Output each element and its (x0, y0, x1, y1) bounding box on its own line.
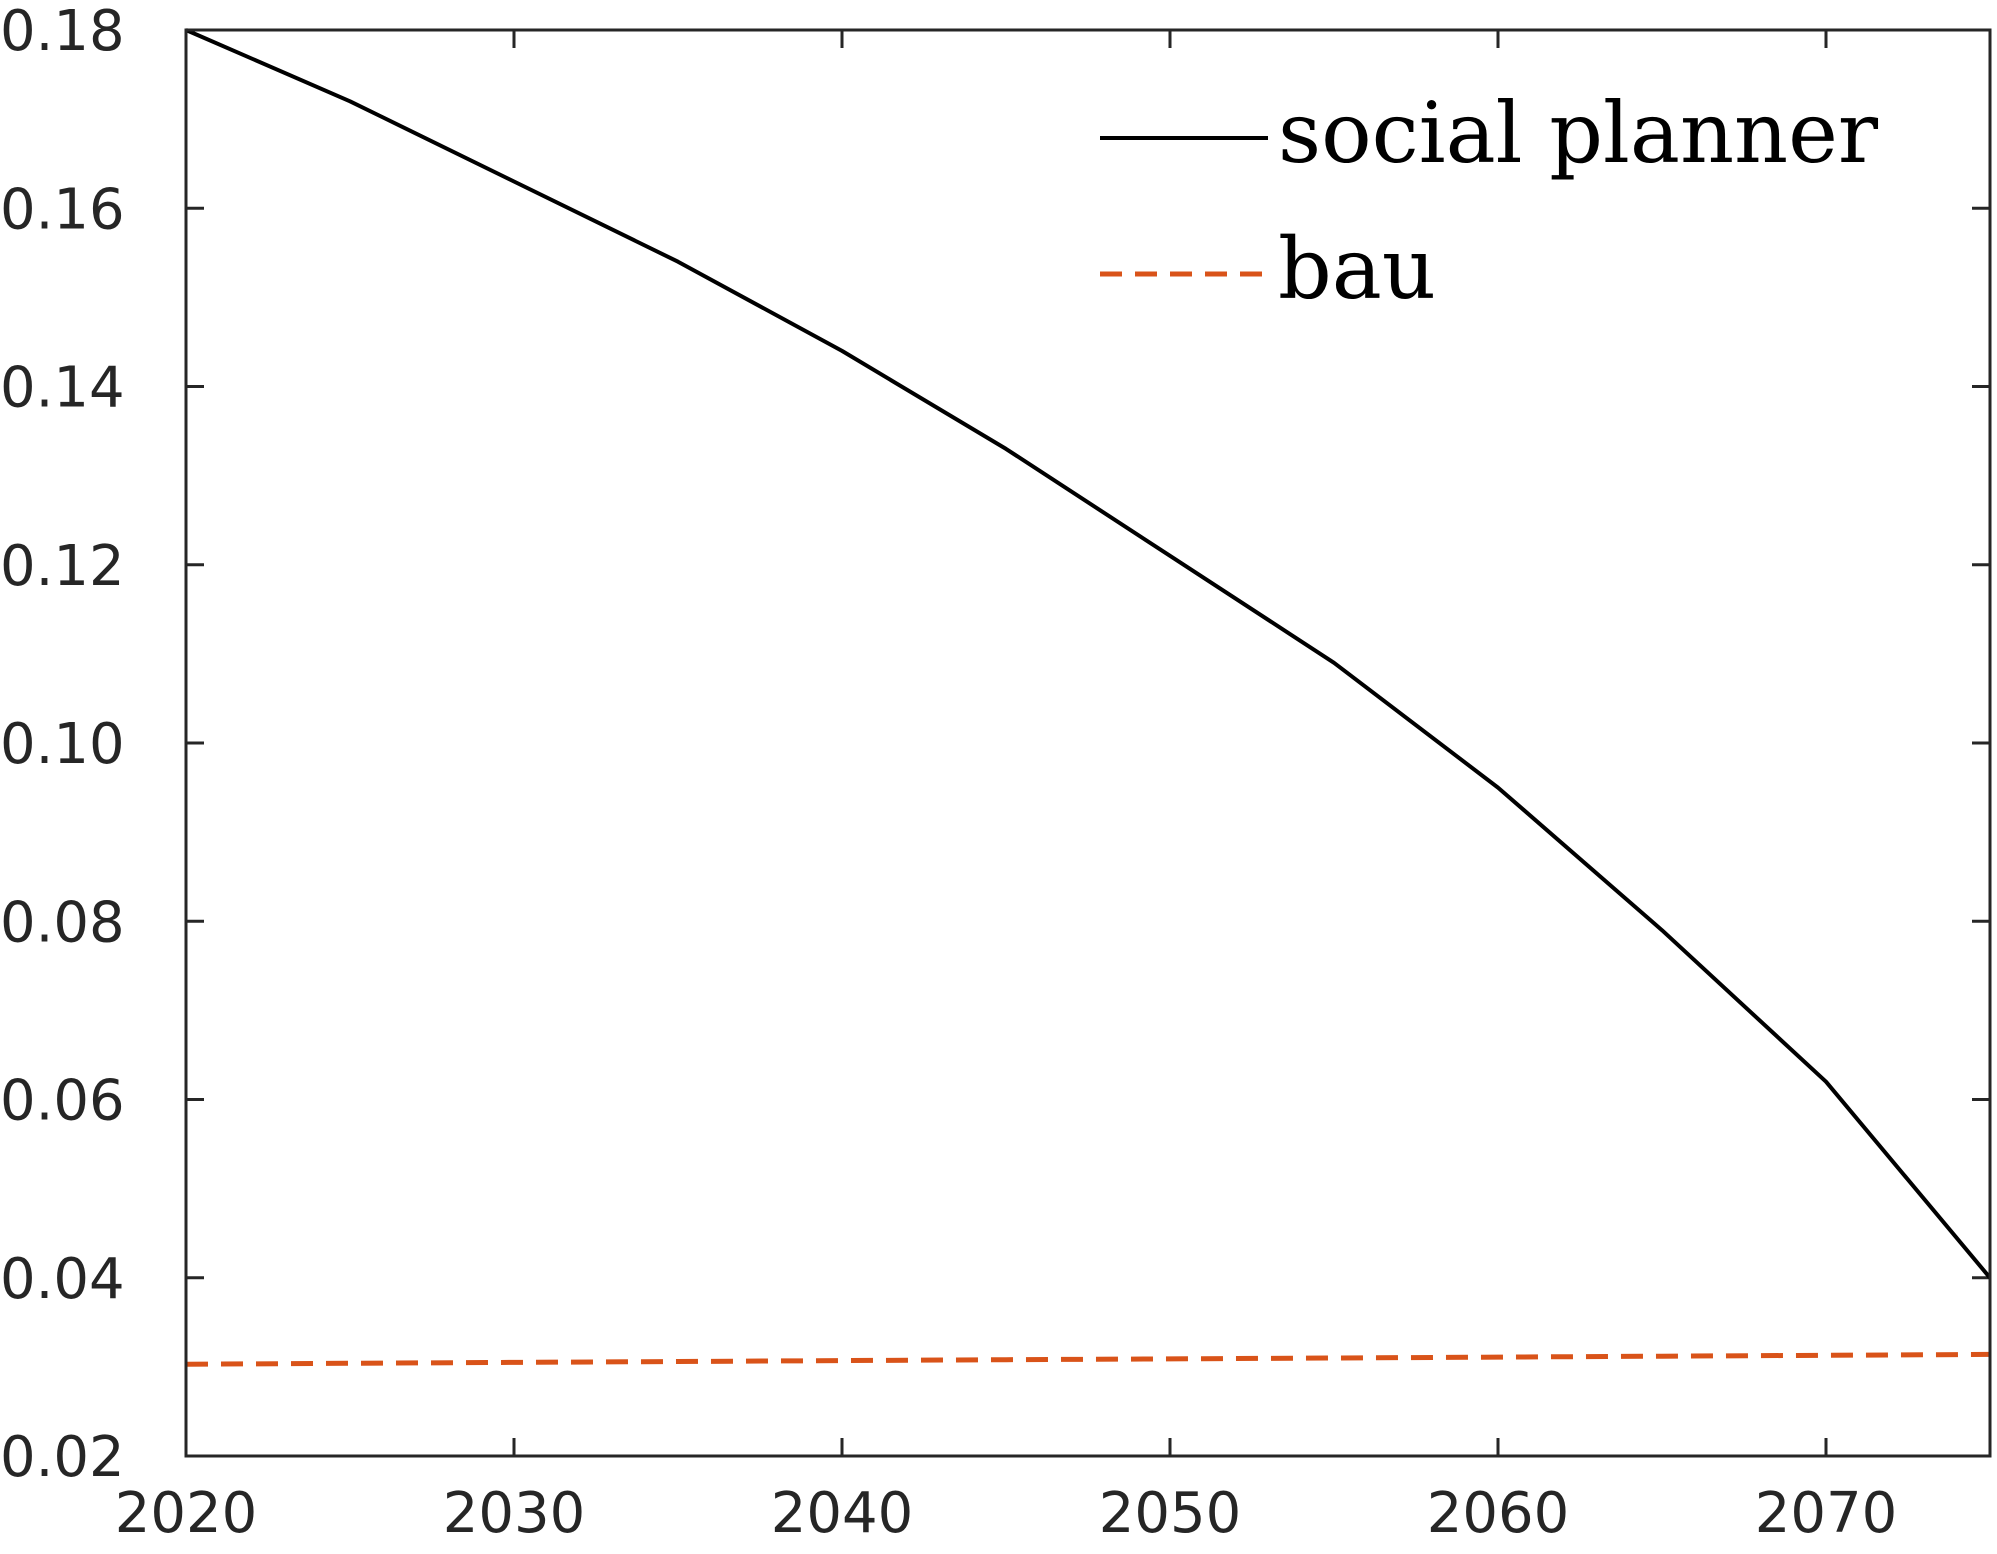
x-tick-label-2020: 2020 (115, 1481, 258, 1546)
series-layer (185, 28, 1992, 1367)
legend: social planner bau (1100, 84, 1879, 318)
legend-label-bau: bau (1278, 220, 1436, 318)
plot-frame (184, 28, 1992, 1458)
y-tick-label-0.14: 0.14 (0, 356, 125, 421)
series-line-social-planner (185, 28, 1992, 1280)
y-tick-label-0.10: 0.10 (0, 712, 125, 777)
x-tick-label-2030: 2030 (443, 1481, 586, 1546)
series-line-bau (185, 1351, 1991, 1367)
y-tick-label-0.02: 0.02 (0, 1425, 125, 1490)
y-tick-label-0.06: 0.06 (0, 1069, 125, 1134)
x-tick-label-2050: 2050 (1099, 1481, 1242, 1546)
y-tick-label-0.12: 0.12 (0, 534, 125, 599)
y-tick-label-0.08: 0.08 (0, 890, 125, 955)
y-tick-label-0.16: 0.16 (0, 177, 125, 242)
ticks-layer (184, 28, 1990, 1458)
y-tick-label-0.04: 0.04 (0, 1247, 125, 1312)
y-tick-labels: 0.02 0.04 0.06 0.08 0.10 0.12 0.14 0.16 0.18 (0, 0, 125, 1490)
legend-label-social-planner: social planner (1278, 84, 1879, 182)
x-tick-labels: 2020 2030 2040 2050 2060 2070 (115, 1481, 1898, 1546)
y-tick-label-0.18: 0.18 (0, 0, 125, 64)
x-tick-label-2060: 2060 (1427, 1481, 1570, 1546)
x-tick-label-2070: 2070 (1755, 1481, 1898, 1546)
x-tick-label-2040: 2040 (771, 1481, 914, 1546)
